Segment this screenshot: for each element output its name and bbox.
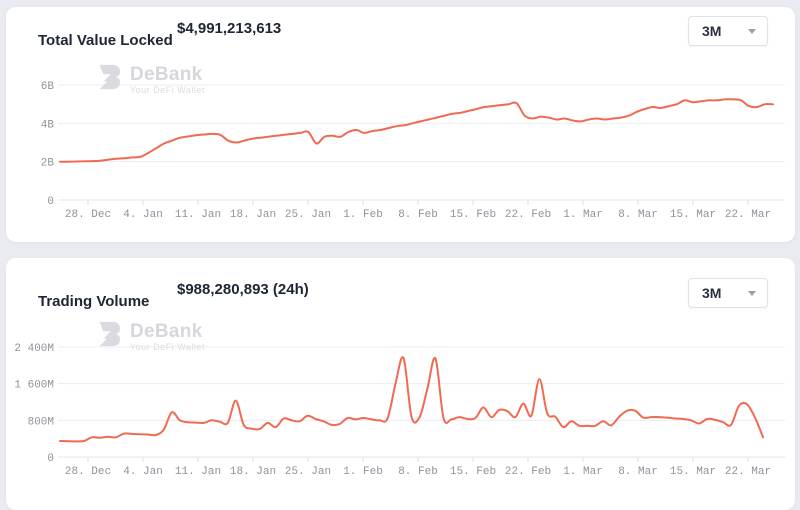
x-axis-label: 15. Mar <box>670 209 716 221</box>
panel-value: $4,991,213,613 <box>177 20 282 37</box>
x-axis-label: 28. Dec <box>65 466 111 478</box>
y-axis-label: 4B <box>41 119 55 131</box>
x-axis-label: 18. Jan <box>230 209 276 221</box>
x-axis-label: 28. Dec <box>65 209 111 221</box>
x-axis-label: 15. Mar <box>670 466 716 478</box>
range-selector-value: 3M <box>702 23 722 39</box>
x-axis-label: 1. Feb <box>343 466 383 478</box>
x-axis-label: 22. Mar <box>725 209 771 221</box>
x-axis-label: 8. Mar <box>618 209 658 221</box>
y-axis-label: 6B <box>41 81 55 93</box>
x-axis-label: 8. Feb <box>398 466 438 478</box>
x-axis-label: 8. Mar <box>618 466 658 478</box>
tvl-chart[interactable]: 0 2B 4B 6B 28. Dec 4. Jan 11. Jan 18. Jan 25. Ja… <box>6 7 795 259</box>
x-axis-label: 25. Jan <box>285 209 331 221</box>
volume-chart[interactable]: 0 800M 1 600M 2 400M 28. Dec 4. Jan 11. Jan 18.… <box>6 258 795 510</box>
range-selector-dropdown[interactable]: 3M <box>688 16 768 46</box>
y-axis-label: 800M <box>28 416 54 428</box>
panel-title: Total Value Locked <box>38 32 173 50</box>
x-axis-label: 11. Jan <box>175 209 221 221</box>
x-axis-label: 22. Feb <box>505 209 551 221</box>
x-axis-label: 1. Mar <box>563 466 603 478</box>
caret-down-icon <box>748 291 756 296</box>
x-axis-label: 4. Jan <box>123 209 163 221</box>
panel-title: Trading Volume <box>38 293 150 311</box>
y-axis-label: 2B <box>41 158 55 170</box>
x-axis-label: 1. Feb <box>343 209 383 221</box>
tvl-panel: 0 2B 4B 6B 28. Dec 4. Jan 11. Jan 18. Jan 25. Ja… <box>6 7 795 242</box>
x-axis-label: 18. Jan <box>230 466 276 478</box>
x-axis-label: 15. Feb <box>450 466 496 478</box>
range-selector-value: 3M <box>702 285 722 301</box>
x-axis-label: 4. Jan <box>123 466 163 478</box>
x-axis-label: 11. Jan <box>175 466 221 478</box>
caret-down-icon <box>748 29 756 34</box>
x-axis-label: 15. Feb <box>450 209 496 221</box>
series-line <box>59 98 774 163</box>
x-axis-label: 22. Mar <box>725 466 771 478</box>
volume-panel: 0 800M 1 600M 2 400M 28. Dec 4. Jan 11. Jan 18.… <box>6 258 795 510</box>
range-selector-dropdown[interactable]: 3M <box>688 278 768 308</box>
x-axis-label: 8. Feb <box>398 209 438 221</box>
x-axis-label: 1. Mar <box>563 209 603 221</box>
series-line <box>59 356 764 443</box>
x-axis-label: 22. Feb <box>505 466 551 478</box>
y-axis-label: 0 <box>47 196 54 208</box>
y-axis-label: 2 400M <box>14 343 54 355</box>
y-axis-label: 0 <box>47 453 54 465</box>
x-axis-label: 25. Jan <box>285 466 331 478</box>
y-axis-label: 1 600M <box>14 380 54 392</box>
panel-value: $988,280,893 (24h) <box>177 281 309 298</box>
